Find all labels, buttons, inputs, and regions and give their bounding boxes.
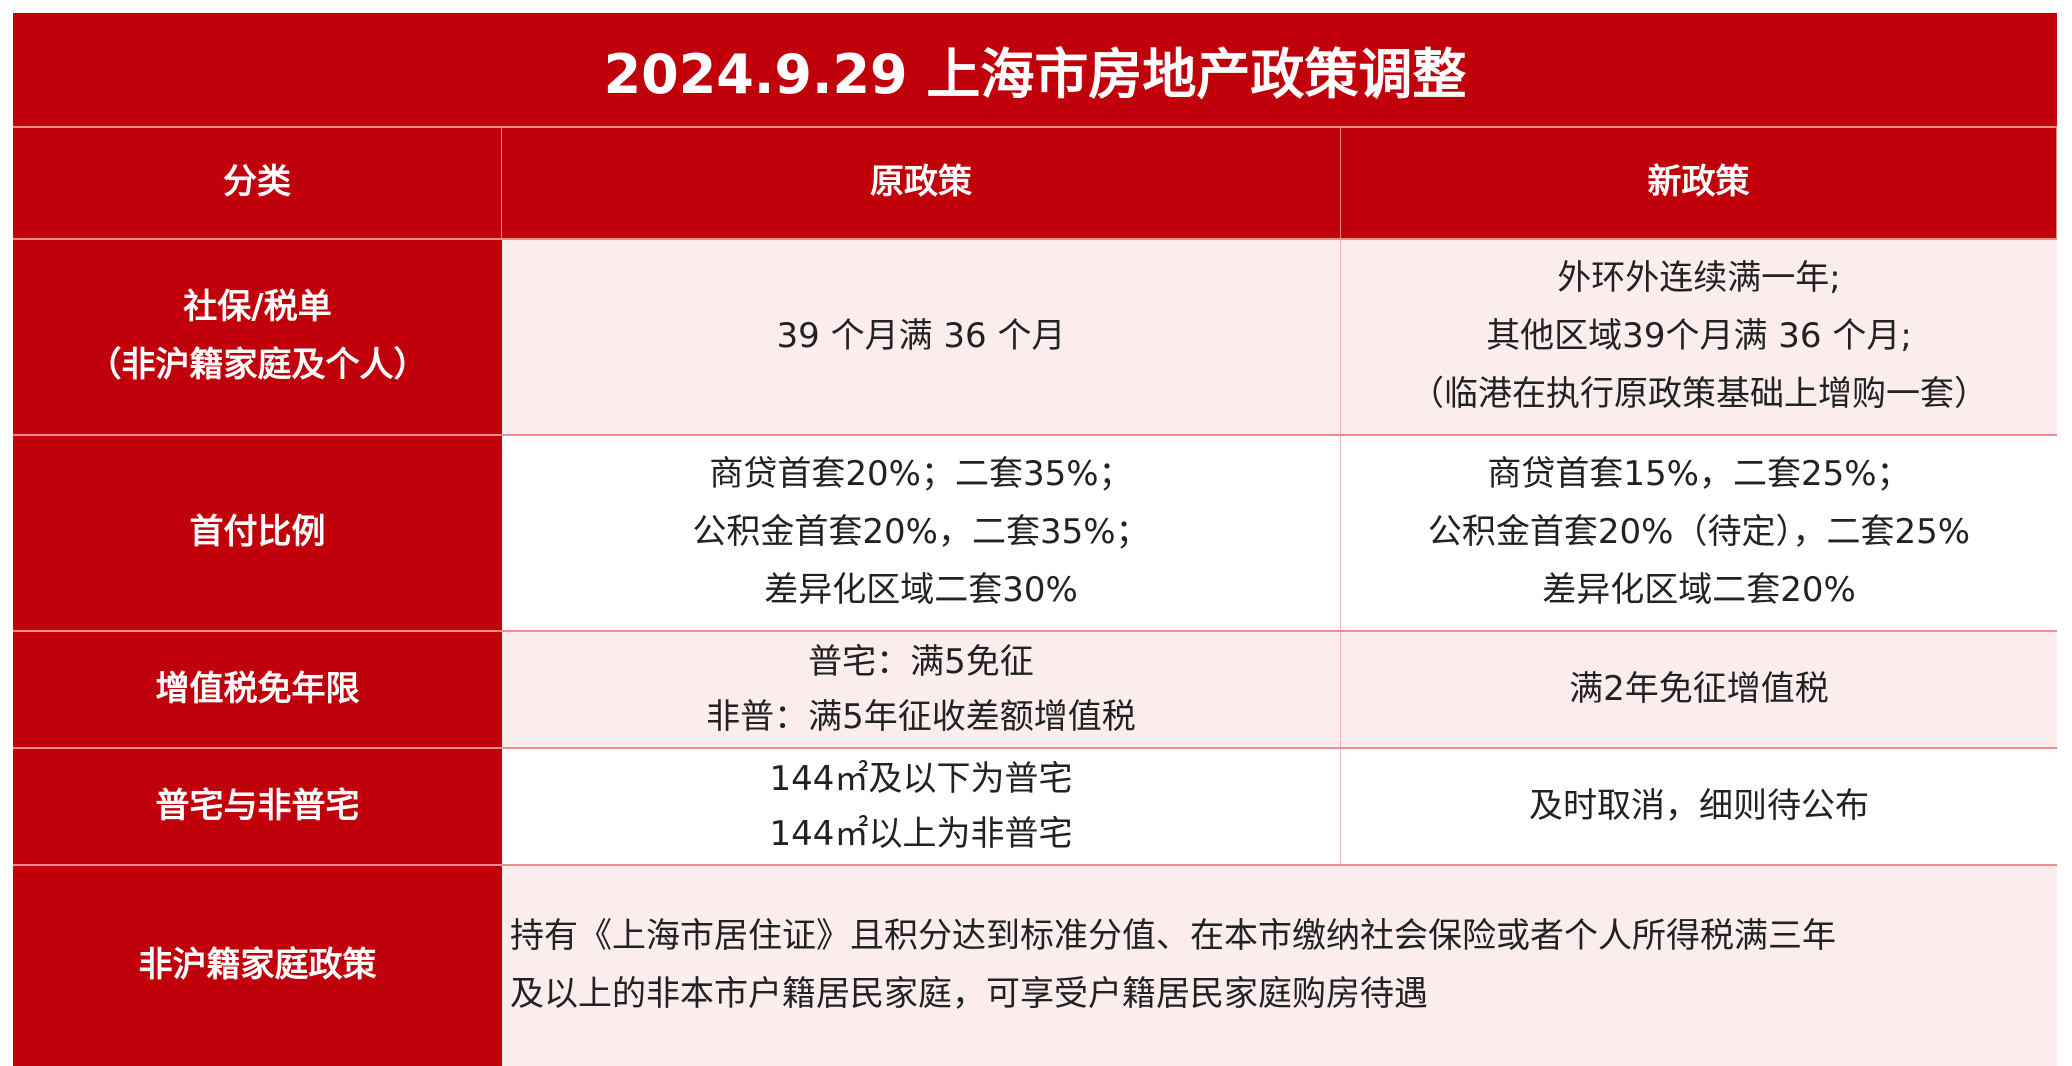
- old-policy-cell: 普宅：满5免征 非普：满5年征收差额增值税: [502, 632, 1341, 747]
- row-category: 普宅与非普宅: [13, 749, 502, 864]
- row-category: 非沪籍家庭政策: [13, 866, 502, 1066]
- old-policy-cell: 商贷首套20%；二套35%； 公积金首套20%，二套35%； 差异化区域二套30…: [502, 436, 1341, 630]
- category-line: 首付比例: [189, 512, 326, 553]
- new-policy-line: 满2年免征增值税: [1569, 668, 1829, 709]
- header-old-policy: 原政策: [502, 128, 1341, 238]
- new-policy-line: （临港在执行原政策基础上增购一套）: [1410, 373, 1988, 414]
- old-policy-cell: 39 个月满 36 个月: [502, 240, 1341, 434]
- old-policy-line: 39 个月满 36 个月: [776, 316, 1066, 357]
- header-category: 分类: [13, 128, 502, 238]
- table-row: 社保/税单 （非沪籍家庭及个人） 39 个月满 36 个月 外环外连续满一年; …: [13, 240, 2057, 436]
- new-policy-line: 其他区域39个月满 36 个月;: [1486, 316, 1912, 357]
- old-policy-cell: 144㎡及以下为普宅 144㎡以上为非普宅: [502, 749, 1341, 864]
- merged-policy-cell: 持有《上海市居住证》且积分达到标准分值、在本市缴纳社会保险或者个人所得税满三年 …: [502, 866, 2057, 1066]
- table-row: 非沪籍家庭政策 持有《上海市居住证》且积分达到标准分值、在本市缴纳社会保险或者个…: [13, 866, 2057, 1066]
- table-row: 增值税免年限 普宅：满5免征 非普：满5年征收差额增值税 满2年免征增值税: [13, 632, 2057, 749]
- old-policy-line: 商贷首套20%；二套35%；: [709, 454, 1133, 495]
- table-row: 普宅与非普宅 144㎡及以下为普宅 144㎡以上为非普宅 及时取消，细则待公布: [13, 749, 2057, 866]
- row-category: 增值税免年限: [13, 632, 502, 747]
- old-policy-line: 144㎡及以下为普宅: [769, 759, 1073, 800]
- policy-table: 2024.9.29 上海市房地产政策调整 分类 原政策 新政策 社保/税单 （非…: [13, 13, 2057, 1066]
- new-policy-cell: 外环外连续满一年; 其他区域39个月满 36 个月; （临港在执行原政策基础上增…: [1341, 240, 2057, 434]
- new-policy-line: 商贷首套15%，二套25%；: [1487, 454, 1911, 495]
- policy-line: 持有《上海市居住证》且积分达到标准分值、在本市缴纳社会保险或者个人所得税满三年: [510, 916, 1836, 957]
- row-category: 首付比例: [13, 436, 502, 630]
- category-line: 社保/税单: [183, 287, 332, 328]
- new-policy-line: 差异化区域二套20%: [1542, 569, 1856, 610]
- header-new-policy: 新政策: [1341, 128, 2057, 238]
- new-policy-line: 公积金首套20%（待定），二套25%: [1427, 512, 1971, 553]
- new-policy-line: 外环外连续满一年;: [1557, 258, 1841, 299]
- new-policy-cell: 满2年免征增值税: [1341, 632, 2057, 747]
- category-line: 普宅与非普宅: [155, 785, 360, 826]
- old-policy-line: 差异化区域二套30%: [764, 569, 1078, 610]
- category-line: （非沪籍家庭及个人）: [87, 345, 428, 385]
- row-category: 社保/税单 （非沪籍家庭及个人）: [13, 240, 502, 434]
- old-policy-line: 非普：满5年征收差额增值税: [706, 696, 1136, 737]
- new-policy-cell: 商贷首套15%，二套25%； 公积金首套20%（待定），二套25% 差异化区域二…: [1341, 436, 2057, 630]
- new-policy-line: 及时取消，细则待公布: [1529, 785, 1869, 826]
- new-policy-cell: 及时取消，细则待公布: [1341, 749, 2057, 864]
- old-policy-line: 144㎡以上为非普宅: [769, 813, 1073, 854]
- policy-line: 及以上的非本市户籍居民家庭，可享受户籍居民家庭购房待遇: [510, 974, 1428, 1014]
- old-policy-line: 普宅：满5免征: [808, 642, 1034, 683]
- category-line: 增值税免年限: [155, 668, 360, 709]
- category-line: 非沪籍家庭政策: [138, 945, 377, 986]
- old-policy-line: 公积金首套20%，二套35%；: [692, 512, 1150, 553]
- table-title: 2024.9.29 上海市房地产政策调整: [13, 13, 2057, 128]
- header-row: 分类 原政策 新政策: [13, 128, 2057, 240]
- table-row: 首付比例 商贷首套20%；二套35%； 公积金首套20%，二套35%； 差异化区…: [13, 436, 2057, 632]
